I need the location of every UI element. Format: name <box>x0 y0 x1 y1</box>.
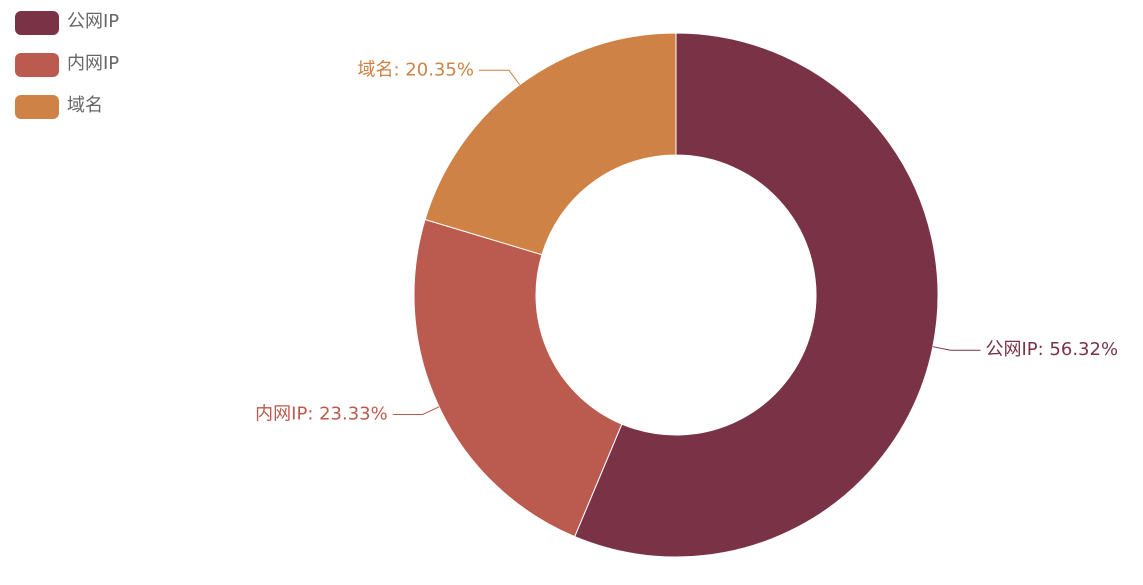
data-label: 公网IP: 56.32% <box>985 339 1118 360</box>
pie-slice <box>413 218 623 538</box>
legend-label: 公网IP <box>67 11 119 32</box>
legend-swatch <box>15 11 59 35</box>
label-line <box>932 346 981 351</box>
label-line <box>392 406 440 415</box>
data-label: 内网IP: 23.33% <box>255 403 388 424</box>
data-label: 域名: 20.35% <box>358 59 474 80</box>
label-line <box>478 69 521 86</box>
pie-slice <box>424 32 677 256</box>
legend-swatch <box>15 95 59 119</box>
pie-slice <box>574 32 939 558</box>
legend-label: 内网IP <box>67 53 119 74</box>
legend-label: 域名 <box>67 95 103 116</box>
legend-swatch <box>15 53 59 77</box>
